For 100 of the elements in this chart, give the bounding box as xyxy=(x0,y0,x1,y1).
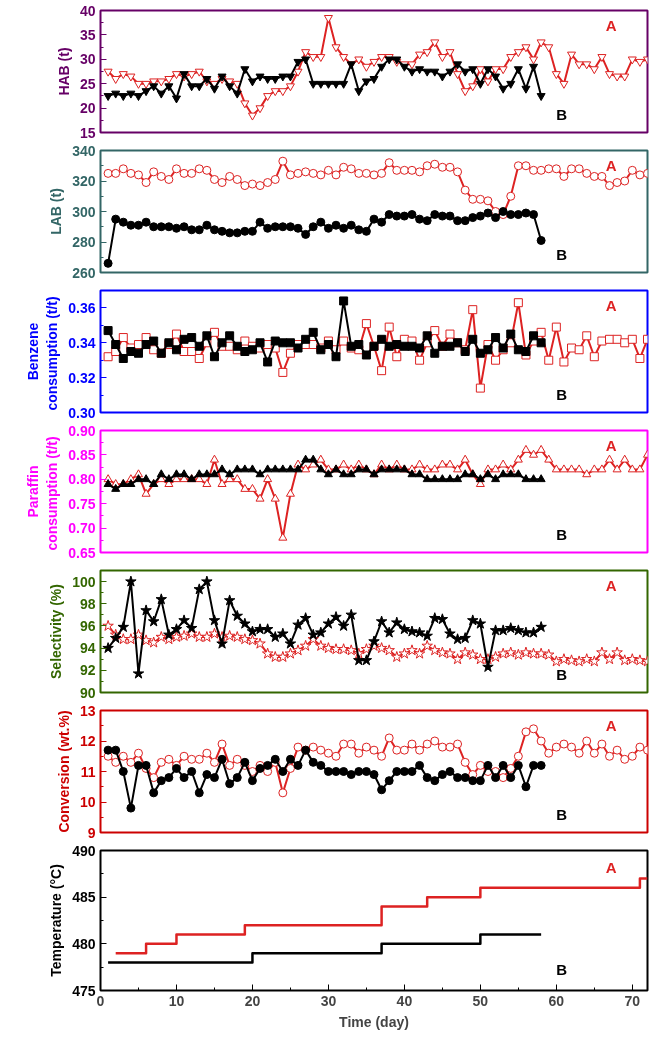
point xyxy=(209,225,219,235)
point xyxy=(187,767,197,776)
point xyxy=(399,211,409,221)
point xyxy=(422,773,432,783)
point xyxy=(339,80,349,89)
point xyxy=(232,228,242,238)
y-tick-label: 13 xyxy=(79,702,96,719)
point xyxy=(520,626,532,638)
point xyxy=(133,760,143,770)
point xyxy=(216,637,228,649)
text: B xyxy=(556,665,568,683)
point xyxy=(103,745,113,755)
y-tick-label: 40 xyxy=(79,2,96,19)
series-label: B xyxy=(556,245,568,263)
point xyxy=(247,345,257,355)
point xyxy=(217,226,227,236)
point xyxy=(209,85,219,94)
point xyxy=(194,225,204,235)
point xyxy=(126,220,136,230)
point xyxy=(513,469,523,478)
point xyxy=(383,626,395,638)
point xyxy=(193,583,205,595)
point xyxy=(194,341,204,351)
point xyxy=(521,347,531,356)
point xyxy=(346,469,356,478)
point xyxy=(269,631,281,642)
point xyxy=(498,85,508,94)
point xyxy=(232,90,242,99)
point xyxy=(231,609,243,621)
point xyxy=(261,623,274,635)
point xyxy=(505,622,517,634)
point xyxy=(103,479,113,487)
point xyxy=(171,345,181,355)
point xyxy=(284,637,297,649)
point xyxy=(164,773,174,783)
point xyxy=(270,76,280,84)
point xyxy=(240,464,250,473)
y-tick-label: 0.65 xyxy=(68,544,96,561)
y-axis-title: Temperature (°C) xyxy=(48,864,65,977)
point xyxy=(301,229,311,239)
y-tick-label: 9 xyxy=(87,824,96,841)
point xyxy=(111,340,121,350)
point xyxy=(118,93,128,102)
point xyxy=(126,479,136,487)
point xyxy=(263,357,273,367)
point xyxy=(308,222,318,232)
y-tick-label: 10 xyxy=(79,794,96,810)
point xyxy=(437,474,447,483)
point xyxy=(323,223,333,233)
point xyxy=(468,213,478,223)
point xyxy=(360,654,373,666)
y-axis-title: Conversion (wt.%) xyxy=(55,710,72,833)
point xyxy=(536,338,546,348)
point xyxy=(247,776,257,786)
y-tick-label: 0.36 xyxy=(68,299,96,316)
point xyxy=(467,614,479,626)
point xyxy=(339,767,349,776)
point xyxy=(421,629,433,641)
y-tick-label: 11 xyxy=(80,763,96,780)
point xyxy=(346,770,356,780)
point xyxy=(491,213,501,223)
point xyxy=(475,80,485,89)
point xyxy=(187,333,197,343)
point xyxy=(102,642,114,654)
point xyxy=(354,88,364,97)
point xyxy=(141,474,151,483)
point xyxy=(149,83,159,92)
point xyxy=(316,760,326,770)
point xyxy=(468,334,478,344)
point xyxy=(103,326,113,336)
point xyxy=(147,615,160,627)
point xyxy=(225,331,235,341)
point xyxy=(483,345,493,355)
point xyxy=(111,745,121,755)
point xyxy=(445,767,455,776)
point xyxy=(453,61,463,70)
point xyxy=(339,469,349,478)
point xyxy=(529,760,539,770)
x-tick-label: 10 xyxy=(168,992,185,1009)
point xyxy=(430,68,440,77)
point xyxy=(483,208,493,218)
point xyxy=(247,464,257,473)
point xyxy=(398,623,411,635)
point xyxy=(126,347,136,356)
point xyxy=(354,340,364,350)
point xyxy=(506,80,516,89)
point xyxy=(407,68,417,77)
point xyxy=(521,208,531,218)
point xyxy=(392,211,402,221)
y-tick-label: 0.32 xyxy=(68,369,96,386)
x-tick-label: 60 xyxy=(548,992,565,1009)
point xyxy=(170,623,183,635)
point xyxy=(187,83,197,92)
point xyxy=(118,217,128,227)
point xyxy=(217,464,227,473)
point xyxy=(179,469,189,478)
point xyxy=(498,760,508,770)
point xyxy=(240,66,250,75)
point xyxy=(354,767,364,776)
point xyxy=(133,348,143,358)
